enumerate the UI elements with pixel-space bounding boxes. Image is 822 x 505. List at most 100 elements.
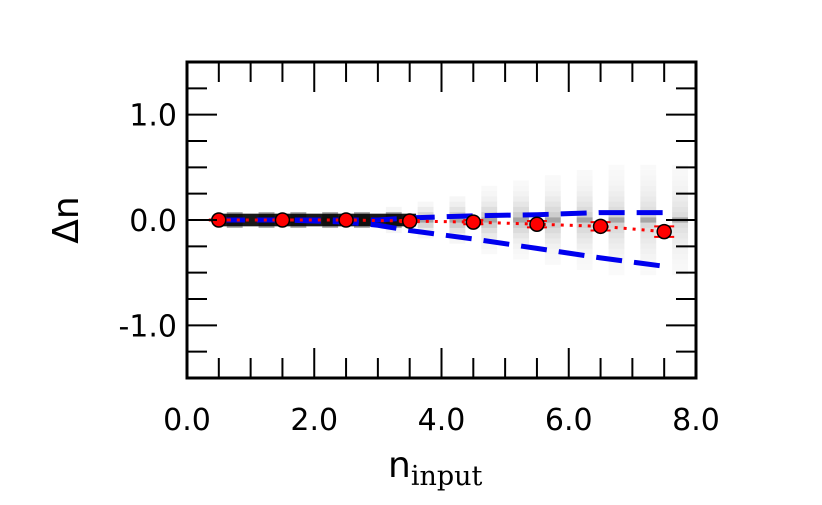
density-cell	[640, 185, 657, 192]
density-cell	[609, 265, 625, 270]
density-cell	[513, 196, 529, 202]
median-line	[218, 218, 665, 234]
density-cell	[640, 270, 656, 275]
density-cell	[544, 206, 561, 213]
density-cell	[576, 201, 593, 207]
x-tick-label: 8.0	[672, 403, 720, 438]
density-cell	[640, 196, 657, 202]
density-cell	[672, 201, 689, 207]
x-axis-label-main: n	[388, 445, 411, 486]
density-cell	[544, 238, 561, 244]
density-cell	[672, 248, 689, 255]
density-cell	[577, 170, 593, 175]
density-cell	[640, 201, 657, 207]
density-cell	[545, 260, 561, 265]
density-cell	[544, 227, 561, 234]
density-cell	[417, 222, 434, 228]
median-point	[338, 212, 354, 228]
density-cell	[577, 175, 593, 180]
density-cell	[449, 222, 466, 228]
density-cell	[481, 227, 498, 234]
density-cell	[608, 206, 625, 213]
density-cell	[608, 217, 625, 223]
density-cell	[576, 196, 593, 202]
density-cell	[608, 233, 625, 239]
density-cell	[640, 227, 657, 234]
x-tick-label: 2.0	[290, 403, 338, 438]
density-cell	[608, 254, 625, 260]
density-cell	[513, 249, 529, 254]
density-cell	[640, 206, 657, 213]
density-cell	[481, 233, 498, 239]
density-cell	[640, 175, 656, 180]
density-cell	[544, 201, 561, 207]
density-cell	[544, 185, 561, 192]
median-point	[656, 223, 672, 240]
density-cell	[481, 186, 497, 191]
density-cell	[513, 227, 529, 234]
density-cell	[481, 201, 498, 207]
density-cell	[576, 206, 593, 213]
density-cell	[513, 201, 529, 207]
density-cell	[513, 181, 529, 186]
density-cell	[672, 212, 689, 218]
density-cell	[608, 196, 625, 202]
percentile-lower-line	[218, 217, 665, 269]
density-cell	[481, 249, 497, 254]
density-cell	[513, 212, 529, 218]
density-cell	[449, 227, 466, 234]
density-cell	[608, 243, 625, 249]
density-cell	[672, 185, 689, 192]
median-point	[465, 214, 482, 230]
x-tick-label: 0.0	[163, 403, 211, 438]
x-axis-label-subscript: input	[411, 461, 483, 492]
density-cell	[672, 170, 688, 175]
density-cell	[609, 270, 625, 275]
median-point	[274, 212, 291, 228]
density-cell	[417, 212, 434, 218]
density-cell	[418, 202, 434, 207]
density-cell	[608, 191, 625, 197]
density-cell	[513, 254, 529, 259]
density-cell	[640, 238, 657, 244]
density-cell	[481, 196, 498, 202]
density-cell	[576, 227, 593, 234]
density-cell	[672, 260, 688, 265]
density-cell	[608, 222, 625, 228]
density-cell	[513, 217, 529, 223]
plot-frame	[185, 60, 698, 380]
density-cell	[672, 206, 689, 213]
density-cell	[577, 260, 593, 265]
x-tick-label: 4.0	[418, 403, 466, 438]
density-cell	[640, 217, 657, 223]
density-cell	[608, 180, 625, 186]
density-cell	[608, 227, 625, 234]
density-cell	[576, 191, 593, 197]
density-cell	[640, 222, 657, 228]
density-cell	[672, 238, 689, 244]
y-tick-label: -1.0	[118, 309, 177, 344]
density-cell	[449, 206, 466, 213]
density-cell	[417, 206, 434, 213]
density-cell	[386, 207, 402, 212]
density-cell	[640, 170, 656, 175]
density-cell	[576, 217, 593, 223]
density-cell	[576, 238, 593, 244]
density-cell	[672, 222, 689, 228]
density-cell	[544, 212, 561, 218]
density-cell	[544, 191, 561, 197]
density-cell	[544, 196, 561, 202]
density-cell	[544, 248, 561, 255]
density-cell	[481, 206, 498, 213]
density-cell	[545, 254, 561, 259]
density-cell	[672, 254, 689, 260]
density-cell	[608, 201, 625, 207]
y-tick-label: 1.0	[129, 99, 177, 134]
density-cell	[513, 186, 529, 191]
density-cell	[609, 170, 625, 175]
density-cell	[481, 191, 497, 196]
x-tick-label: 6.0	[545, 403, 593, 438]
density-cell	[544, 233, 561, 239]
density-cell	[608, 238, 625, 244]
